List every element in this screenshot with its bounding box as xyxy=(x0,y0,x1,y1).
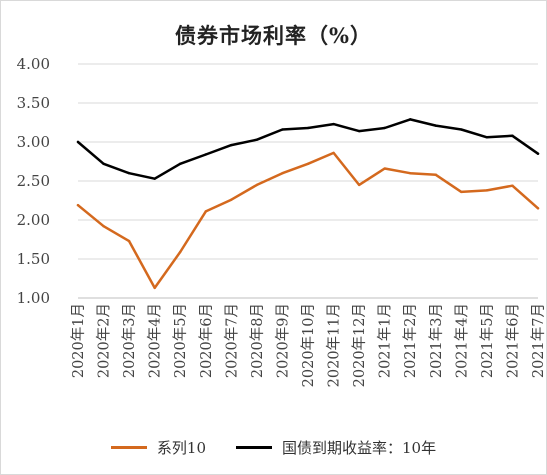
data-point-series-1-2 xyxy=(127,239,131,243)
data-point-series-2-1 xyxy=(102,162,105,166)
x-tick-label-11: 2020年12月 xyxy=(351,303,368,387)
data-point-series-1-14 xyxy=(434,173,437,176)
data-point-series-1-12 xyxy=(383,167,386,170)
x-tick-label-4: 2020年5月 xyxy=(172,303,189,378)
x-tick-label-17: 2021年6月 xyxy=(504,303,521,378)
data-point-series-1-17 xyxy=(511,184,514,187)
data-point-series-2-3 xyxy=(153,177,156,180)
x-tick-label-12: 2021年1月 xyxy=(377,303,394,378)
legend-item-series-1: 系列10 xyxy=(110,437,206,458)
y-tick-label-3: 2.50 xyxy=(17,172,50,190)
data-point-series-1-13 xyxy=(409,172,412,175)
data-point-series-2-6 xyxy=(230,143,233,147)
data-point-series-1-6 xyxy=(230,198,233,201)
legend-label-series-1: 系列10 xyxy=(156,438,206,457)
data-point-series-1-5 xyxy=(204,210,207,213)
x-tick-label-1: 2020年2月 xyxy=(96,303,113,378)
data-point-series-2-7 xyxy=(255,138,259,141)
y-tick-label-5: 3.50 xyxy=(17,94,50,112)
data-point-series-1-4 xyxy=(179,250,182,254)
data-point-series-2-5 xyxy=(204,153,207,156)
data-point-series-2-10 xyxy=(332,122,335,126)
x-tick-label-18: 2021年7月 xyxy=(530,303,547,378)
legend-swatch-series-1 xyxy=(110,445,147,449)
data-point-series-1-10 xyxy=(332,151,335,155)
data-point-series-2-15 xyxy=(460,128,463,131)
chart-title: 债券市场利率（%） xyxy=(175,23,372,48)
data-point-series-2-12 xyxy=(383,126,386,130)
data-point-series-1-7 xyxy=(255,183,259,187)
data-point-series-1-18 xyxy=(536,207,540,210)
data-point-series-2-0 xyxy=(76,140,80,144)
data-point-series-1-1 xyxy=(102,225,105,228)
data-point-series-2-9 xyxy=(306,126,310,130)
x-tick-label-0: 2020年1月 xyxy=(70,303,87,378)
legend-label-series-2: 国债到期收益率：10年 xyxy=(282,438,437,457)
y-tick-label-0: 1.00 xyxy=(17,289,50,307)
data-point-series-1-3 xyxy=(153,286,156,290)
data-point-series-2-16 xyxy=(485,136,489,139)
x-tick-label-2: 2020年3月 xyxy=(121,303,138,378)
legend-swatch-series-2 xyxy=(236,445,272,449)
x-tick-label-5: 2020年6月 xyxy=(198,303,215,378)
x-tick-label-6: 2020年7月 xyxy=(223,303,240,378)
x-tick-label-10: 2020年11月 xyxy=(326,303,343,387)
data-point-series-1-16 xyxy=(485,189,489,192)
data-point-series-1-15 xyxy=(460,190,463,194)
y-tick-label-1: 1.50 xyxy=(17,250,50,268)
data-point-series-2-11 xyxy=(357,129,361,133)
y-tick-label-6: 4.00 xyxy=(17,55,50,73)
data-point-series-1-11 xyxy=(357,183,361,187)
y-tick-label-2: 2.00 xyxy=(17,211,50,229)
x-tick-label-9: 2020年10月 xyxy=(300,303,317,387)
x-tick-label-7: 2020年8月 xyxy=(249,303,266,378)
y-tick-label-4: 3.00 xyxy=(17,133,50,151)
legend-item-series-2: 国债到期收益率：10年 xyxy=(236,437,436,458)
data-point-series-2-2 xyxy=(127,172,131,175)
legend: 系列10 国债到期收益率：10年 xyxy=(0,436,547,458)
x-tick-label-16: 2021年5月 xyxy=(479,303,496,378)
data-point-series-2-4 xyxy=(179,162,182,166)
data-point-series-2-17 xyxy=(511,134,514,137)
x-tick-label-15: 2021年4月 xyxy=(453,303,470,378)
x-tick-label-8: 2020年9月 xyxy=(274,303,291,378)
data-point-series-2-13 xyxy=(409,118,412,121)
data-point-series-2-14 xyxy=(434,124,437,127)
x-tick-label-3: 2020年4月 xyxy=(147,303,164,378)
data-point-series-2-8 xyxy=(281,128,284,131)
x-tick-label-14: 2021年3月 xyxy=(428,303,445,378)
data-point-series-1-8 xyxy=(281,172,284,175)
x-tick-label-13: 2021年2月 xyxy=(402,303,419,378)
data-point-series-1-9 xyxy=(306,162,310,166)
data-point-series-1-0 xyxy=(76,203,80,207)
data-point-series-2-18 xyxy=(536,152,540,155)
